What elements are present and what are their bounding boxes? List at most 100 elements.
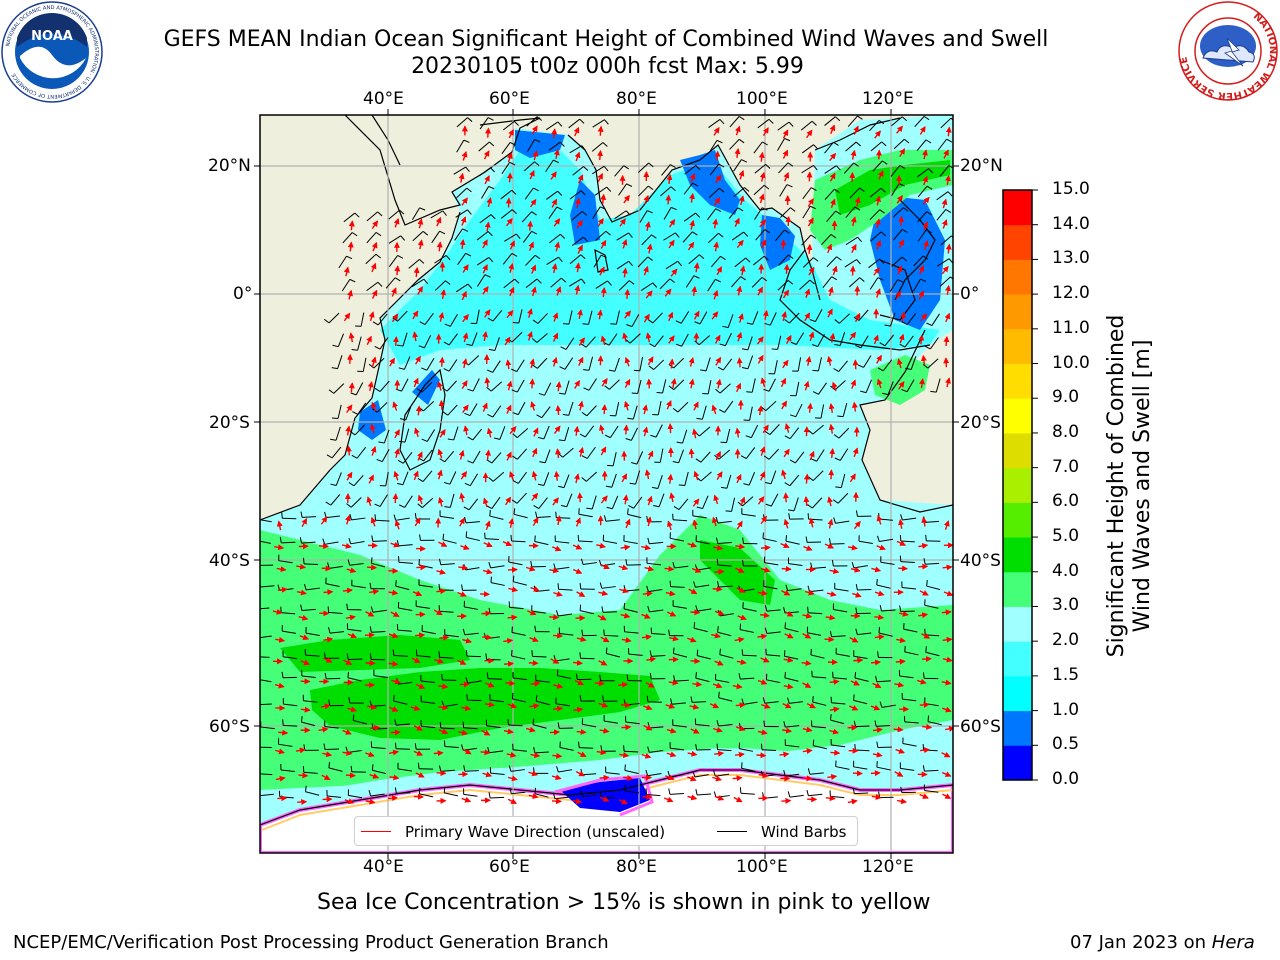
wind-barb: [690, 696, 707, 703]
wave-arrow: [762, 127, 769, 137]
wind-barb: [592, 119, 609, 128]
colorbar-tick-label: 6.0: [1052, 491, 1080, 512]
wind-barb: [743, 472, 756, 486]
wind-barb: [532, 357, 548, 369]
wind-barb: [302, 766, 318, 774]
wind-barb: [745, 424, 759, 439]
wave-arrow: [387, 795, 399, 802]
wave-arrow: [318, 543, 329, 550]
wind-barb: [695, 744, 711, 751]
wind-barb: [812, 739, 827, 750]
wind-barb: [803, 257, 819, 268]
wind-barb: [580, 336, 596, 348]
wind-barb: [419, 534, 435, 541]
colorbar-tick-label: 9.0: [1052, 387, 1080, 408]
wave-arrow: [758, 795, 769, 802]
wind-barb: [925, 534, 941, 542]
wave-arrow: [896, 125, 904, 134]
wind-barb: [603, 515, 620, 522]
wind-barb: [824, 116, 841, 126]
wind-barb: [623, 535, 638, 545]
wave-arrow: [504, 660, 515, 667]
wind-barb: [463, 765, 479, 772]
wind-barb: [568, 118, 585, 129]
wind-barb: [876, 578, 891, 589]
lon-label-top-120: 120°E: [862, 89, 914, 109]
wind-barb: [790, 332, 805, 345]
wind-barb: [603, 714, 618, 724]
central-green-core: [700, 540, 775, 605]
lon-label-bottom-80: 80°E: [616, 857, 657, 877]
wind-barb: [830, 714, 845, 725]
colorbar-tick-label: 7.0: [1052, 456, 1080, 477]
wind-barb: [370, 741, 386, 749]
wind-barb: [937, 138, 953, 151]
wind-barb: [695, 451, 711, 463]
wind-barb: [669, 742, 685, 751]
wind-barb: [408, 259, 425, 269]
wind-barb: [513, 508, 528, 519]
wind-barb: [396, 471, 409, 486]
wind-barb: [707, 232, 724, 244]
wind-barb: [633, 356, 644, 372]
wind-barb: [330, 426, 341, 441]
wind-barb: [500, 209, 517, 219]
wind-barb: [939, 165, 953, 177]
wind-barb: [824, 188, 840, 200]
wind-barb: [738, 673, 755, 680]
wind-barb: [835, 473, 846, 489]
wind-barb: [695, 672, 710, 683]
wave-arrow: [803, 496, 810, 507]
wind-barb: [546, 190, 563, 200]
wind-barb: [508, 556, 523, 566]
wind-barb: [392, 649, 408, 657]
wind-barb: [870, 231, 887, 242]
wave-arrow: [781, 565, 792, 572]
wind-barb: [876, 741, 892, 748]
wind-barb: [891, 116, 908, 127]
wave-arrow: [759, 171, 766, 182]
wind-barb: [282, 719, 298, 727]
wave-arrow: [392, 336, 399, 347]
wind-barb: [785, 535, 800, 545]
wind-barb: [488, 562, 505, 569]
wind-barb: [754, 163, 771, 174]
wind-barb: [420, 695, 436, 704]
wind-barb: [351, 336, 362, 351]
wind-barb: [368, 790, 385, 797]
wind-barb: [936, 191, 953, 201]
wind-barb: [898, 670, 914, 679]
wind-barb: [940, 235, 953, 246]
wind-barb: [569, 278, 586, 287]
wind-barb: [649, 335, 664, 348]
wave-arrow: [781, 797, 792, 804]
wind-barb: [913, 255, 929, 267]
wind-barb: [728, 207, 744, 219]
wind-barb: [341, 278, 356, 292]
ross-ice-edge: [554, 774, 654, 817]
chart-subtitle: 20230105 t00z 000h fcst Max: 5.99: [411, 54, 804, 79]
wind-barb: [579, 425, 595, 438]
footer-date: 07 Jan 2023 on Hera: [1070, 932, 1255, 953]
lat-label-left-40s: 40°S: [209, 551, 250, 571]
wind-barb: [812, 695, 827, 706]
wind-barb: [464, 516, 480, 524]
wind-barb: [394, 742, 411, 750]
wave-arrow: [555, 381, 562, 392]
wind-barb: [388, 209, 405, 220]
wind-barb: [624, 784, 639, 794]
wind-barb: [463, 600, 479, 610]
wind-barb: [700, 357, 711, 372]
wave-arrow: [898, 565, 909, 572]
wave-arrow: [871, 659, 882, 666]
wind-barb: [581, 629, 597, 637]
west-green-core: [280, 635, 470, 672]
wind-barb: [512, 402, 526, 416]
wind-barb: [591, 142, 608, 152]
wind-barb: [398, 556, 413, 564]
wind-barb: [512, 309, 523, 324]
wind-barb: [580, 790, 597, 797]
wind-barb: [467, 378, 480, 392]
wave-arrow: [714, 568, 725, 575]
wind-barb: [834, 332, 846, 346]
